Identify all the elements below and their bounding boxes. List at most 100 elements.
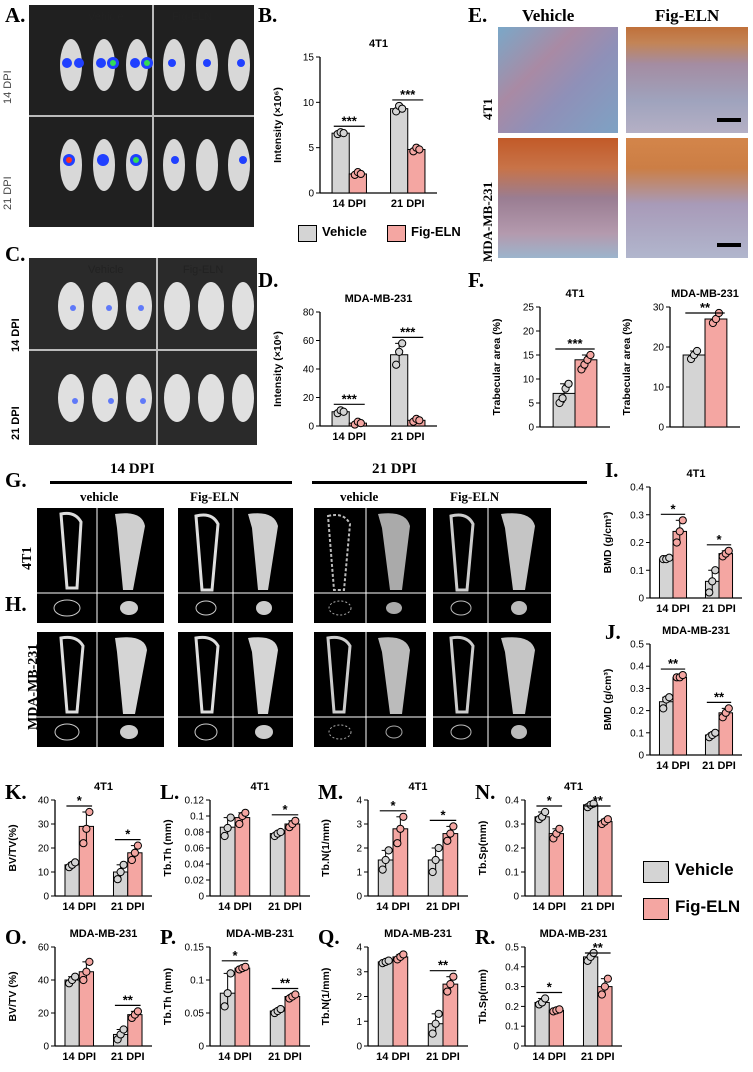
data-point — [339, 407, 348, 416]
y-tick-label: 0.1 — [190, 812, 204, 823]
y-tick-label: 25 — [523, 303, 535, 314]
data-point — [378, 865, 387, 874]
data-point — [555, 824, 564, 833]
microct-mda-14dpi-figeln — [178, 632, 293, 747]
data-point — [443, 836, 452, 845]
data-point — [220, 831, 229, 841]
col-header-figeln-e: Fig-ELN — [655, 6, 720, 25]
y-tick-label: 0 — [513, 892, 519, 903]
bar — [582, 956, 599, 1047]
microct-4t1-14dpi-figeln — [178, 508, 293, 623]
chart-n: 4T1 0 0.1 0.2 0.3 0.4 Tb.Sp(mm) 14 DPI * 21 DPI ** — [477, 781, 622, 913]
y-axis-label: Trabecular area (%) — [491, 319, 503, 416]
data-point — [428, 1029, 437, 1038]
data-point — [276, 827, 285, 837]
x-tick-label: 21 DPI — [391, 198, 425, 210]
chart-title: 4T1 — [369, 38, 388, 50]
data-point — [356, 419, 365, 428]
y-tick-label: 0 — [198, 1042, 204, 1053]
data-point — [399, 812, 408, 821]
data-point — [276, 1004, 285, 1014]
y-tick-label: 0 — [658, 423, 664, 434]
chart-title: 4T1 — [566, 288, 585, 300]
data-point — [393, 839, 402, 848]
microct-mda-14dpi-vehicle — [37, 632, 164, 747]
panel-label-r: R. — [475, 925, 496, 949]
chart-title: MDA-MB-231 — [671, 288, 739, 300]
data-point — [659, 704, 668, 713]
y-tick-label: 0.3 — [505, 820, 519, 831]
y-tick-label: 0.5 — [630, 640, 644, 651]
col-header-vehicle-c: Vehicle — [88, 264, 124, 276]
data-point — [446, 829, 455, 838]
y-tick-label: 0 — [356, 1042, 362, 1053]
y-tick-label: 0.06 — [185, 844, 205, 855]
bar — [582, 804, 599, 897]
y-tick-label: 2 — [356, 992, 362, 1003]
y-tick-label: 3 — [356, 820, 362, 831]
row-label-14dpi-c: 14 DPI — [10, 318, 22, 352]
bar — [534, 816, 550, 897]
y-tick-label: 0.08 — [185, 828, 205, 839]
mice-bioluminescence-figure — [29, 258, 257, 445]
y-tick-label: 0.15 — [185, 943, 205, 954]
col-header-vehicle-g1: vehicle — [80, 489, 119, 504]
y-axis-label: BMD (g/cm³) — [602, 512, 614, 574]
data-point — [692, 346, 702, 356]
panel-label-c: C. — [5, 242, 26, 266]
significance-label: *** — [400, 87, 416, 102]
x-tick-label: 14 DPI — [332, 198, 366, 210]
y-tick-label: 0.02 — [185, 876, 205, 887]
scale-bar — [717, 118, 741, 122]
row-label-4t1-g: 4T1 — [20, 546, 35, 570]
x-tick-label: 14 DPI — [376, 1051, 410, 1063]
data-point — [127, 855, 136, 865]
data-point — [82, 824, 91, 833]
data-point — [541, 807, 550, 817]
chart-q: MDA-MB-231 0 1 2 3 4 Tb.N(1/mm) 14 DPI 21 DPI ** — [320, 928, 468, 1063]
data-point — [564, 379, 573, 388]
bar — [672, 676, 688, 756]
y-tick-label: 20 — [653, 343, 665, 354]
x-tick-label: 14 DPI — [532, 1051, 566, 1063]
data-point — [235, 819, 244, 829]
bone-scan-figure — [314, 508, 426, 623]
chart-j: MDA-MB-231 0 0.1 0.2 0.3 0.4 0.5 BMD (g/cm³) 14 … — [602, 625, 742, 772]
x-tick-label: 21 DPI — [426, 1051, 460, 1063]
y-axis-label: Tb.Sp(mm) — [477, 969, 489, 1024]
y-tick-label: 0 — [43, 1042, 49, 1053]
x-tick-label: 21 DPI — [426, 901, 460, 913]
data-point — [133, 841, 142, 850]
y-tick-label: 5 — [308, 143, 314, 154]
group-line-14dpi — [50, 481, 292, 484]
y-tick-label: 4 — [356, 796, 362, 807]
y-axis-label: Tb.Th (mm) — [162, 968, 174, 1025]
y-tick-label: 0.5 — [505, 943, 519, 954]
data-point — [415, 145, 424, 154]
data-point — [711, 566, 720, 575]
data-point — [241, 962, 250, 971]
data-point — [71, 858, 80, 867]
chart-title: MDA-MB-231 — [226, 928, 294, 940]
bar — [390, 108, 409, 194]
y-tick-label: 10 — [523, 375, 535, 386]
data-point — [85, 957, 94, 966]
chart-m: 4T1 0 1 2 3 4 Tb.N(1/mm) 14 DPI * 21 DPI * — [320, 781, 468, 913]
x-tick-label: 21 DPI — [111, 1051, 145, 1063]
microct-mda-21dpi-figeln — [433, 632, 551, 747]
legend-label-figeln: Fig-ELN — [411, 224, 461, 239]
y-tick-label: 0 — [528, 423, 534, 434]
chart-r: MDA-MB-231 0 0.1 0.2 0.3 0.4 0.5 Tb.Sp(mm) 14 DP… — [477, 928, 622, 1063]
y-tick-label: 3 — [356, 967, 362, 978]
y-tick-label: 30 — [653, 303, 665, 314]
data-point — [678, 670, 687, 680]
bar — [682, 354, 706, 428]
panel-label-f: F. — [468, 268, 485, 292]
y-tick-label: 0.3 — [505, 982, 519, 993]
y-tick-label: 15 — [303, 53, 315, 64]
bar — [718, 553, 734, 599]
panel-label-p: P. — [160, 925, 177, 949]
legend-swatch-vehicle-2 — [643, 861, 669, 883]
histology-4t1-vehicle — [498, 27, 618, 133]
bar — [284, 823, 301, 897]
